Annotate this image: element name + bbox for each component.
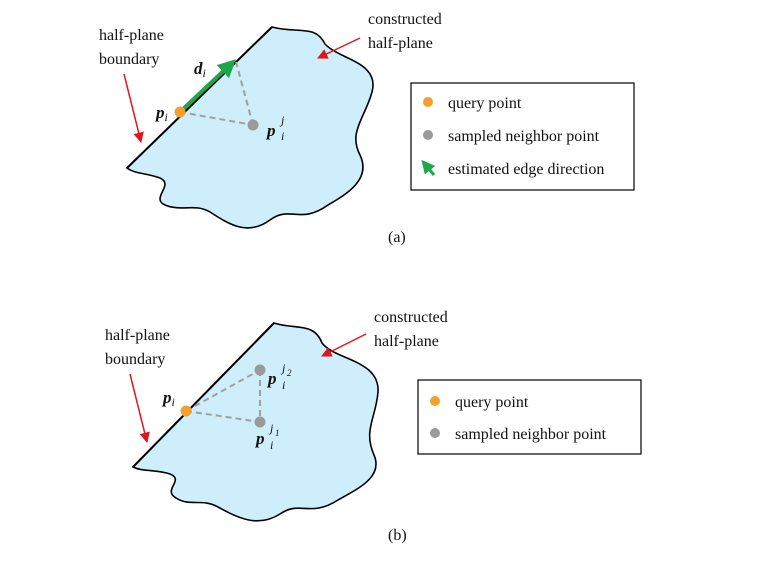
label-p-i-j-a-sup: j <box>279 113 285 127</box>
label-p-i-j-a-sub: i <box>281 129 284 143</box>
label-p-i-j2-b-sub: i <box>282 378 285 392</box>
legend-box-b <box>417 379 642 455</box>
gray-dot-icon <box>430 428 440 438</box>
label-p-i-j2-b-supsub: 2 <box>287 368 292 378</box>
query-point-b <box>180 405 192 417</box>
edge-direction-arrow-a <box>178 59 236 114</box>
label-d-i-a: di <box>194 59 206 80</box>
dashed-line-b1 <box>185 369 261 412</box>
legend-b: query point sampled neighbor point <box>417 379 642 455</box>
label-p-i-b: pi <box>161 388 175 409</box>
panel-b: pi p j 2 i p j 1 i constructed half-plan… <box>105 309 642 544</box>
label-p-i-j2-b: p <box>266 369 277 388</box>
constructed-pointer-a <box>317 37 361 59</box>
constructed-label-b-1: constructed <box>374 309 448 326</box>
boundary-pointer-b <box>129 373 150 444</box>
boundary-label-a-1: half-plane <box>99 27 164 44</box>
orange-dot-icon <box>430 396 440 406</box>
boundary-edge-b <box>132 322 275 468</box>
green-arrow-icon <box>421 159 436 176</box>
neighbor-point-a <box>247 119 259 131</box>
constructed-label-a-2: half-plane <box>368 35 433 52</box>
dashed-line-a2 <box>235 61 254 126</box>
orange-dot-icon <box>423 97 433 107</box>
boundary-pointer-a <box>123 73 144 144</box>
boundary-label-b-1: half-plane <box>105 327 170 344</box>
label-p-i-j1-b-sub: i <box>270 438 273 452</box>
legend-a-item-3: estimated edge direction <box>448 161 604 178</box>
label-p-i-j1-b-sup: j <box>268 421 274 435</box>
legend-b-item-1: query point <box>455 394 529 411</box>
legend-a-item-2: sampled neighbor point <box>448 128 600 145</box>
panel-a: pi di p j i constructed half-plane half-… <box>99 11 635 246</box>
label-p-i-j-a: p <box>265 121 276 140</box>
boundary-label-a-2: boundary <box>99 51 159 68</box>
boundary-edge-a <box>126 26 273 169</box>
neighbor-point-b-j2 <box>254 364 266 376</box>
constructed-label-a-1: constructed <box>368 11 442 28</box>
label-p-i-j2-b-sup: j <box>280 361 286 375</box>
constructed-pointer-b <box>321 333 367 357</box>
gray-dot-icon <box>423 130 433 140</box>
label-p-i-j1-b-supsub: 1 <box>275 428 280 438</box>
dashed-line-b2 <box>185 410 261 423</box>
caption-b: (b) <box>388 527 407 544</box>
boundary-label-b-2: boundary <box>105 351 165 368</box>
label-p-i-a: pi <box>154 103 168 124</box>
legend-b-item-2: sampled neighbor point <box>455 426 607 443</box>
constructed-label-b-2: half-plane <box>374 333 439 350</box>
legend-box-a <box>410 82 635 191</box>
dashed-line-a1 <box>179 111 254 126</box>
query-point-a <box>174 106 186 118</box>
legend-a-item-1: query point <box>448 95 522 112</box>
legend-a: query point sampled neighbor point estim… <box>410 82 635 191</box>
caption-a: (a) <box>388 229 406 246</box>
label-p-i-j1-b: p <box>254 429 265 448</box>
neighbor-point-b-j1 <box>254 416 266 428</box>
